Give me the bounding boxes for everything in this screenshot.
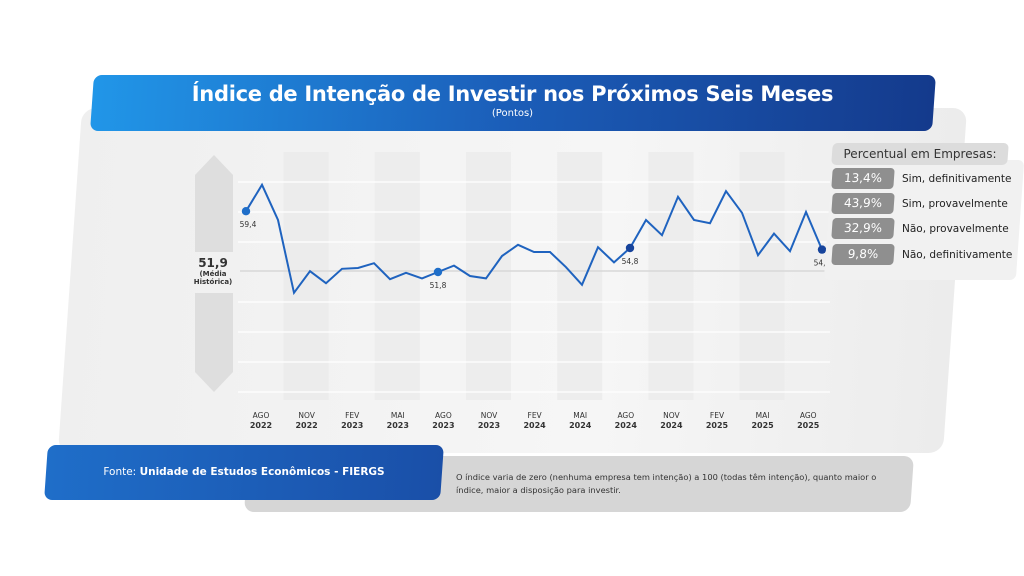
legend-value: 9,8% (831, 244, 895, 265)
x-tick-month: MAI (391, 411, 405, 420)
x-tick-month: NOV (481, 411, 498, 420)
x-tick-year: 2025 (751, 421, 774, 430)
legend-item: 32,9% Não, provavelmente (831, 218, 1009, 239)
data-point-marker (433, 267, 443, 277)
chart-band (739, 152, 785, 400)
legend-item: 43,9% Sim, provavelmente (831, 193, 1008, 214)
page-title: Índice de Intenção de Investir nos Próxi… (191, 82, 834, 106)
legend-label: Sim, definitivamente (902, 172, 1012, 185)
x-tick-year: 2024 (660, 421, 683, 430)
x-tick-month: AGO (800, 411, 817, 420)
x-tick-month: MAI (573, 411, 587, 420)
arrow-up-icon (195, 155, 233, 252)
mean-label: 51,9 (Média Histórica) (186, 256, 240, 286)
x-tick-month: FEV (528, 411, 543, 420)
x-tick-month: MAI (756, 411, 770, 420)
legend-title: Percentual em Empresas: (831, 143, 1009, 165)
chart-subtitle: (Pontos) (491, 108, 534, 119)
chart-bands (283, 152, 785, 400)
x-tick-year: 2023 (432, 421, 454, 430)
legend-value: 13,4% (831, 168, 895, 189)
x-tick-labels: AGO2022NOV2022FEV2023MAI2023AGO2023NOV20… (250, 411, 820, 430)
data-point-marker (241, 207, 251, 216)
legend-item: 13,4% Sim, definitivamente (831, 168, 1012, 189)
x-tick-month: NOV (663, 411, 680, 420)
x-tick-year: 2025 (706, 421, 729, 430)
x-tick-year: 2023 (387, 421, 409, 430)
mean-value: 51,9 (198, 256, 228, 270)
source-name: Unidade de Estudos Econômicos - FIERGS (139, 466, 385, 478)
point-markers: 59,4 51,8 54,8 54,6 (240, 207, 831, 290)
series-line (245, 182, 823, 296)
source-prefix: Fonte: (103, 466, 140, 478)
data-label: 54,6 (814, 259, 831, 268)
x-tick-month: FEV (345, 411, 360, 420)
x-tick-year: 2025 (797, 421, 820, 430)
x-tick-year: 2024 (615, 421, 638, 430)
data-point-marker (817, 245, 827, 254)
mean-arrow-graphic (195, 155, 233, 392)
legend-title-text: Percentual em Empresas: (843, 147, 997, 161)
x-tick-year: 2022 (295, 421, 317, 430)
gridlines (238, 181, 830, 393)
legend-label: Sim, provavelmente (902, 197, 1008, 210)
x-tick-year: 2023 (478, 421, 500, 430)
methodology-note: O índice varia de zero (nenhuma empresa … (456, 472, 877, 495)
data-label: 59,4 (240, 220, 257, 229)
x-tick-year: 2022 (250, 421, 272, 430)
legend-item: 9,8% Não, definitivamente (831, 244, 1013, 265)
x-tick-month: AGO (617, 411, 634, 420)
legend-label: Não, provavelmente (902, 222, 1009, 235)
arrow-down-icon (195, 293, 233, 392)
x-tick-month: AGO (253, 411, 270, 420)
x-tick-year: 2023 (341, 421, 363, 430)
legend-label: Não, definitivamente (902, 248, 1013, 261)
source-line: Fonte: Unidade de Estudos Econômicos - F… (46, 466, 442, 478)
legend-value: 43,9% (831, 193, 895, 214)
x-tick-year: 2024 (523, 421, 546, 430)
legend-value: 32,9% (831, 218, 895, 239)
data-label: 54,8 (622, 257, 639, 266)
data-label: 51,8 (430, 281, 447, 290)
data-point-marker (625, 243, 635, 253)
x-tick-year: 2024 (569, 421, 592, 430)
x-tick-month: NOV (298, 411, 315, 420)
chart-band (557, 152, 603, 400)
mean-caption-2: Histórica) (193, 278, 233, 286)
x-tick-month: AGO (435, 411, 452, 420)
chart-band (648, 152, 694, 400)
x-tick-month: FEV (710, 411, 725, 420)
mean-caption-1: (Média (199, 270, 227, 278)
